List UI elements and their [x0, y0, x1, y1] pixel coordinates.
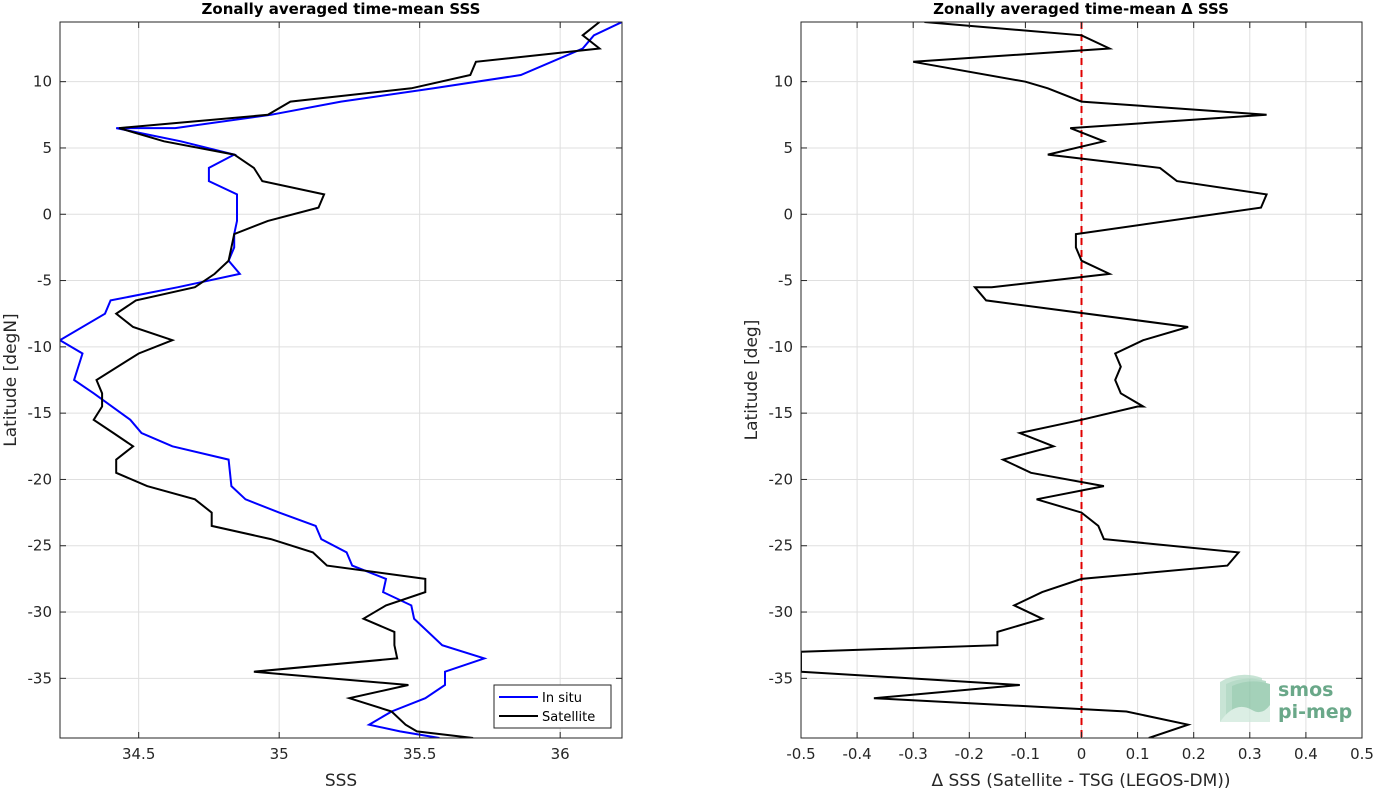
title-right: Zonally averaged time-mean Δ SSS: [933, 0, 1229, 18]
tick-label-y-right: -20: [769, 470, 794, 488]
tick-label-y-left: -25: [28, 537, 53, 555]
tick-label-x-left: 36: [551, 745, 570, 763]
tick-label-x-right: 0.3: [1238, 745, 1262, 763]
tick-label-x-right: 0.2: [1182, 745, 1206, 763]
tick-label-x-right: -0.2: [955, 745, 984, 763]
tick-label-y-left: -35: [28, 669, 53, 687]
tick-label-y-left: 5: [42, 139, 52, 157]
tick-label-x-right: -0.4: [842, 745, 871, 763]
tick-label-x-right: 0.1: [1126, 745, 1150, 763]
ticks-left: 34.5 35 35.5 36 -35 -30 -25 -20 -15 -10 -5 0 5 10: [28, 22, 622, 763]
panel-left-sss: 34.5 35 35.5 36 -35 -30 -25 -20 -15 -10 -5 0 5 10 Zon…: [1, 0, 623, 790]
tick-label-y-right: -15: [769, 404, 794, 422]
tick-label-y-right: 0: [783, 205, 793, 223]
legend-label-in-situ: In situ: [542, 691, 582, 706]
tick-label-x-right: 0.4: [1294, 745, 1318, 763]
tick-label-x-left: 35.5: [403, 745, 436, 763]
tick-label-y-left: -15: [28, 404, 53, 422]
plot-area-left: [60, 22, 622, 738]
series-line-in-situ: [60, 22, 622, 738]
legend-box: [493, 684, 612, 729]
logo-text-pimep: pi-mep: [1278, 701, 1352, 723]
series-right: [801, 22, 1269, 738]
tick-label-y-right: -35: [769, 669, 794, 687]
panel-right-delta-sss: -0.5 -0.4 -0.3 -0.2 -0.1 0 0.1 0.2 0.3 0.4 0.5 -35 -…: [742, 0, 1374, 790]
tick-label-y-right: -5: [778, 272, 793, 290]
legend-label-satellite: Satellite: [542, 710, 595, 725]
tick-label-y-left: -20: [28, 470, 53, 488]
xlabel-right: Δ SSS (Satellite - TSG (LEGOS-DM)): [931, 771, 1230, 790]
tick-label-y-right: -30: [769, 603, 794, 621]
logo-text-smos: smos: [1278, 679, 1333, 701]
xlabel-left: SSS: [325, 771, 357, 790]
tick-label-y-right: -25: [769, 537, 794, 555]
ylabel-left: Latitude [degN]: [1, 313, 21, 446]
tick-label-x-right: 0.5: [1350, 745, 1374, 763]
tick-label-y-left: -5: [37, 272, 52, 290]
legend: In situ Satellite: [493, 684, 612, 729]
tick-label-y-right: -10: [769, 338, 794, 356]
tick-label-y-left: -30: [28, 603, 53, 621]
tick-label-x-left: 35: [270, 745, 289, 763]
title-left: Zonally averaged time-mean SSS: [202, 0, 481, 18]
ylabel-right: Latitude [deg]: [742, 320, 762, 441]
series-line-delta-sss: [801, 22, 1269, 738]
wave-logo-icon: [1220, 674, 1270, 722]
tick-label-y-left: 0: [42, 205, 52, 223]
tick-label-x-right: -0.5: [786, 745, 815, 763]
tick-label-y-right: 5: [783, 139, 793, 157]
tick-label-x-right: 0: [1077, 745, 1087, 763]
tick-label-y-left: -10: [28, 338, 53, 356]
tick-label-x-left: 34.5: [122, 745, 155, 763]
tick-label-y-left: 10: [33, 73, 52, 91]
series-left: [60, 22, 622, 738]
tick-label-x-right: -0.1: [1011, 745, 1040, 763]
series-line-satellite: [92, 22, 603, 738]
axes-box-left: [59, 21, 623, 739]
tick-label-x-right: -0.3: [899, 745, 928, 763]
tick-label-y-right: 10: [774, 73, 793, 91]
smos-pimep-logo: smos pi-mep: [1220, 674, 1352, 723]
ticks-right: -0.5 -0.4 -0.3 -0.2 -0.1 0 0.1 0.2 0.3 0.4 0.5 -35 -…: [769, 22, 1374, 763]
